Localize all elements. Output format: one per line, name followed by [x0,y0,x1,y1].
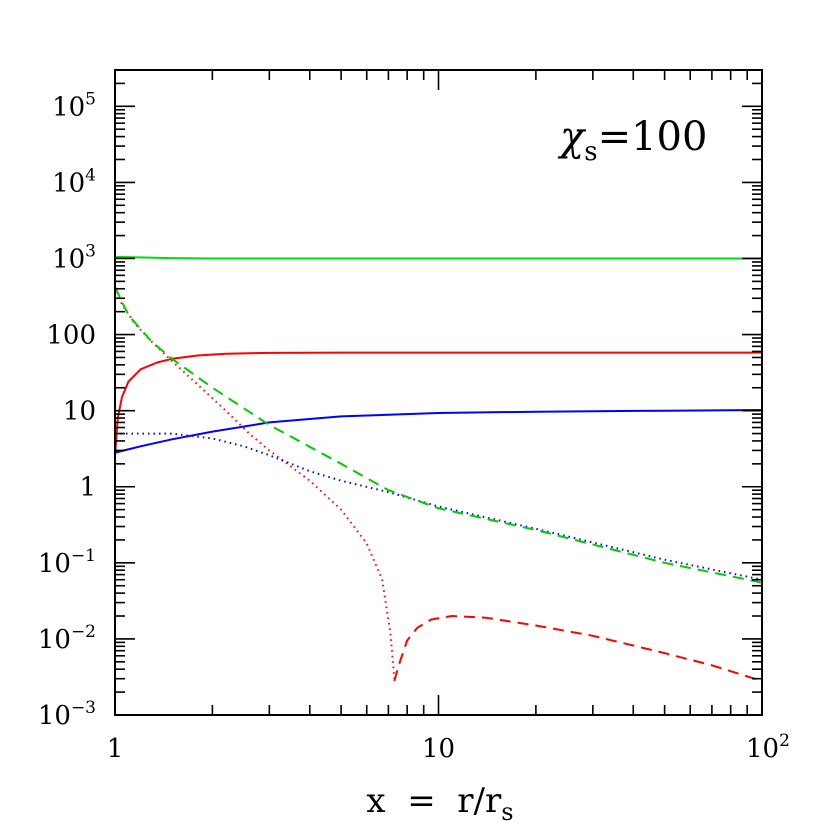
y-tick-label: 100 [46,321,96,351]
y-tick-label: 10−1 [38,546,96,579]
x-tick-label: 1 [107,734,124,764]
y-tick-label: 10−3 [38,698,96,731]
plot-frame [114,69,763,716]
series-line-4 [114,286,396,679]
x-tick-label: 102 [746,731,790,764]
series-line-3 [114,409,763,454]
series-line-5 [393,615,763,682]
x-axis-title-main: x = r/r [366,781,502,821]
x-axis-title: x = r/rs [366,781,513,826]
x-axis-title-sub: s [501,798,513,826]
annotation-value: =100 [598,114,708,160]
y-tick-label: 105 [52,89,96,122]
series-line-7 [114,286,763,584]
y-tick-label: 10 [63,397,96,427]
y-tick-label: 103 [52,241,96,274]
annotation-symbol: χ [557,114,587,160]
x-tick-label: 10 [422,734,455,764]
y-tick-label: 104 [52,165,96,198]
series-layer [114,255,763,682]
tick-labels: 10−3 10−2 10−1 1 10 100 103 104 105 1 10 102 [38,89,790,764]
series-line-6 [115,432,763,581]
annotation-sub: s [584,137,597,167]
series-line-2 [114,351,762,456]
annotation-chi: χs=100 [557,114,707,167]
y-tick-label: 1 [79,473,96,503]
y-tick-label: 10−2 [38,622,96,655]
series-line-1 [114,255,762,260]
